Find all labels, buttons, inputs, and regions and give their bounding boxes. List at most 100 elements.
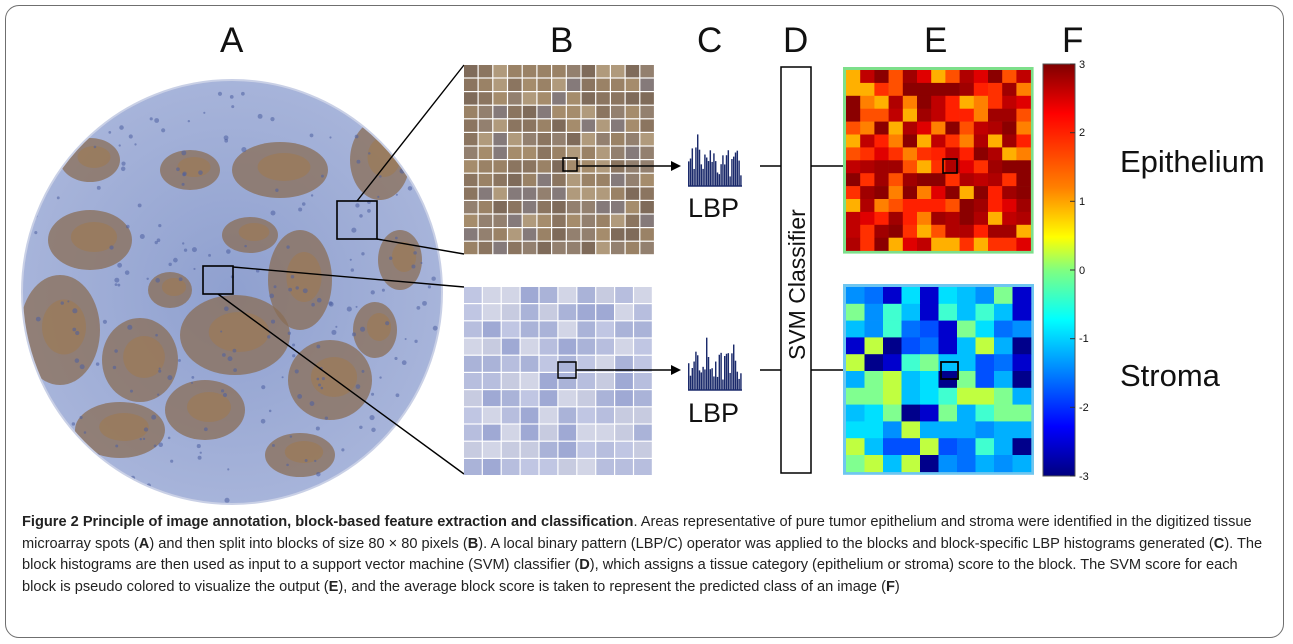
- score-cell: [874, 199, 889, 213]
- score-cell: [846, 108, 861, 122]
- block-tile: [611, 228, 625, 241]
- tissue-speck: [198, 170, 203, 175]
- score-cell: [938, 320, 958, 338]
- score-cell: [846, 404, 865, 422]
- tissue-speck: [395, 193, 398, 196]
- zoom-line: [232, 266, 465, 288]
- block-tile: [581, 92, 596, 105]
- tissue-speck: [413, 251, 417, 255]
- tissue-speck: [203, 111, 206, 114]
- caption-title: Figure 2 Principle of image annotation, …: [22, 514, 634, 530]
- label-stroma: Stroma: [1120, 358, 1221, 393]
- histogram-bar: [727, 150, 730, 186]
- block-tile: [539, 424, 558, 441]
- score-cell: [917, 108, 932, 122]
- block-tile: [566, 241, 581, 255]
- block-tile: [596, 92, 610, 105]
- score-cell: [957, 421, 976, 439]
- block-tile: [493, 133, 507, 146]
- score-cell: [920, 387, 939, 405]
- block-tile: [464, 373, 482, 389]
- tissue-speck: [199, 451, 202, 454]
- tissue-speck: [416, 305, 421, 310]
- score-cell: [988, 186, 1003, 200]
- score-cell: [888, 173, 904, 187]
- tissue-speck: [316, 344, 321, 349]
- histogram-bar: [724, 164, 726, 186]
- score-cell: [902, 160, 918, 174]
- block-tile: [508, 133, 522, 146]
- tissue-speck: [56, 196, 60, 200]
- tissue-speck: [346, 306, 352, 312]
- score-cell: [902, 147, 918, 161]
- score-cell: [864, 404, 884, 422]
- epithelium-island: [208, 312, 270, 352]
- tissue-speck: [320, 386, 324, 390]
- score-cell: [945, 173, 960, 187]
- tissue-speck: [74, 358, 80, 363]
- block-tile: [501, 407, 520, 424]
- score-cell: [931, 173, 946, 187]
- block-tile: [522, 214, 537, 227]
- tissue-speck: [126, 224, 130, 229]
- score-cell: [888, 95, 904, 109]
- block-tile: [493, 105, 507, 119]
- tissue-speck: [67, 300, 70, 303]
- block-tile: [522, 241, 537, 255]
- score-cell: [860, 108, 875, 122]
- score-cell: [959, 160, 975, 174]
- tissue-speck: [398, 459, 403, 465]
- block-tile: [539, 390, 558, 407]
- block-tile: [615, 424, 633, 441]
- score-cell: [1012, 438, 1032, 456]
- histogram-bar: [693, 361, 695, 390]
- tissue-speck: [133, 99, 136, 103]
- score-cell: [1016, 224, 1031, 238]
- histogram-bar: [713, 153, 715, 186]
- histogram-bar: [700, 164, 703, 186]
- score-cell: [938, 337, 958, 355]
- block-tile: [552, 228, 566, 241]
- tissue-speck: [244, 244, 247, 248]
- block-tile: [581, 241, 596, 255]
- score-cell: [846, 121, 861, 135]
- epithelium-island: [284, 441, 324, 463]
- score-cell: [864, 354, 884, 372]
- score-cell: [846, 387, 865, 405]
- block-tile: [537, 119, 551, 132]
- block-tile: [566, 187, 581, 200]
- tissue-speck: [183, 248, 188, 252]
- block-tile: [537, 133, 551, 146]
- score-cell: [994, 455, 1013, 473]
- tissue-speck: [371, 427, 376, 433]
- histogram-bar: [707, 357, 710, 390]
- score-cell: [860, 134, 875, 148]
- block-tile: [634, 338, 652, 355]
- tissue-speck: [114, 349, 118, 353]
- histogram-bar: [738, 160, 740, 186]
- zoom-line: [376, 238, 465, 255]
- score-cell: [846, 320, 865, 338]
- score-cell: [1016, 95, 1031, 109]
- block-tile: [558, 355, 577, 372]
- tissue-speck: [350, 268, 355, 272]
- tissue-speck: [96, 185, 101, 190]
- block-tile: [464, 146, 478, 159]
- block-tile: [634, 441, 652, 458]
- histogram-bar: [711, 161, 713, 186]
- score-cell: [917, 134, 932, 148]
- block-tile: [520, 304, 539, 321]
- block-tile: [558, 459, 577, 475]
- panel-letter-e: E: [924, 21, 947, 60]
- score-cell: [902, 173, 918, 187]
- score-cell: [959, 82, 975, 97]
- tissue-speck: [287, 331, 291, 335]
- block-tile: [552, 214, 566, 227]
- tissue-speck: [348, 85, 352, 89]
- score-cell: [920, 421, 939, 439]
- arrow-head: [671, 161, 681, 171]
- tissue-speck: [155, 333, 158, 337]
- histogram-bar: [691, 148, 694, 186]
- tissue-speck: [310, 194, 314, 197]
- tissue-speck: [292, 354, 296, 358]
